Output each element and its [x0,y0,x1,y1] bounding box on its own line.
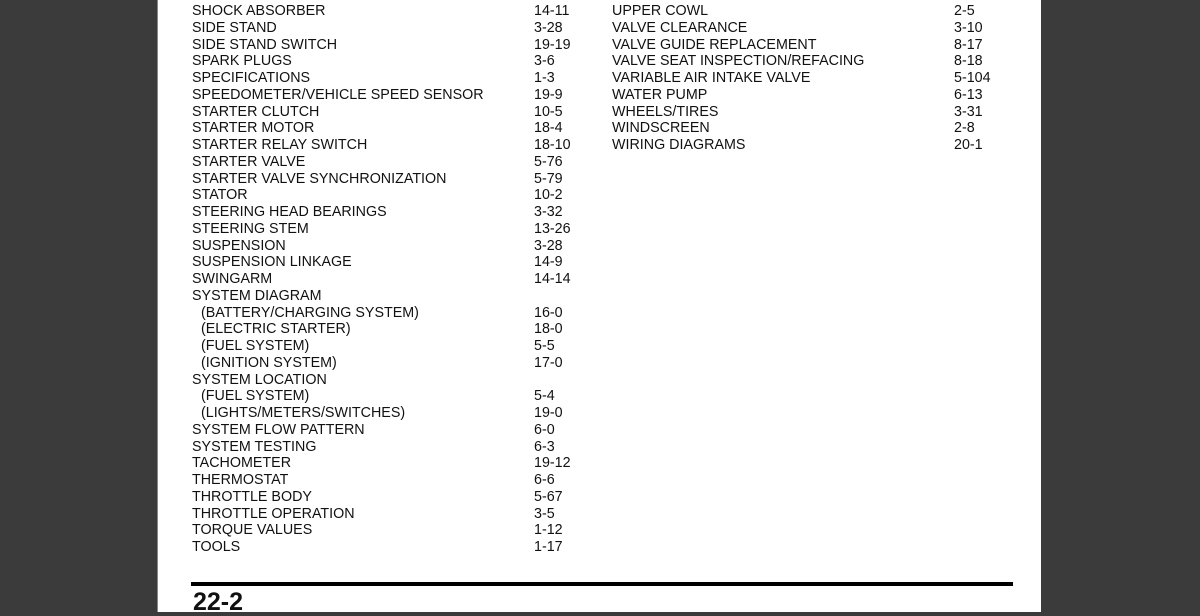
entry-page: 3-10 [954,19,983,36]
entry-title: SHOCK ABSORBER [192,3,326,19]
entry-title: WINDSCREEN [612,120,710,137]
entry-page: 1-12 [534,522,563,539]
entry-title: (ELECTRIC STARTER) [201,321,351,338]
entry-page: 1-17 [534,539,563,555]
entry-title: SYSTEM FLOW PATTERN [192,421,365,438]
entry-page: 13-26 [534,220,571,237]
entry-title: WIRING DIAGRAMS [612,137,746,153]
entry-page: 3-5 [534,505,555,522]
entry-title: SYSTEM LOCATION [192,371,327,388]
entry-title: SUSPENSION LINKAGE [192,254,352,271]
entry-page: 5-5 [534,338,555,354]
entry-title: SUSPENSION [192,237,286,254]
entry-title: SIDE STAND [192,19,277,36]
entry-page: 18-0 [534,321,563,338]
entry-page: 18-10 [534,137,571,153]
entry-page: 6-6 [534,472,555,488]
entry-title: (FUEL SYSTEM) [201,388,310,405]
entry-title: STARTER MOTOR [192,120,315,137]
entry-title: THERMOSTAT [192,472,289,488]
entry-page: 6-3 [534,438,555,455]
entry-title: VARIABLE AIR INTAKE VALVE [612,70,811,86]
entry-title: THROTTLE BODY [192,488,312,505]
entry-page: 1-3 [534,70,555,86]
entry-page: 3-6 [534,53,555,70]
entry-page: 5-79 [534,170,563,187]
entry-page: 19-9 [534,86,563,103]
entry-page: 19-19 [534,36,571,53]
entry-page: 14-9 [534,254,563,271]
entry-page: 20-1 [954,137,983,153]
entry-title: SIDE STAND SWITCH [192,36,338,53]
entry-page: 19-0 [534,405,563,421]
entry-page: 2-8 [954,120,975,137]
entry-page: 14-11 [534,3,570,19]
entry-title: THROTTLE OPERATION [192,505,355,522]
entry-title: SPECIFICATIONS [192,70,311,86]
entry-title: SYSTEM DIAGRAM [192,287,322,304]
entry-page: 2-5 [954,3,975,19]
entry-page: 8-17 [954,36,983,53]
entry-title: TACHOMETER [192,455,292,472]
entry-title: WATER PUMP [612,86,708,103]
entry-page: 6-0 [534,421,555,438]
document-page: SHOCK ABSORBER 14-11 SIDE STAND 3-28 SIDE ST… [157,0,1041,616]
entry-title: STARTER VALVE SYNCHRONIZATION [192,170,447,187]
entry-page: 17-0 [534,354,563,371]
entry-title: SPEEDOMETER/VEHICLE SPEED SENSOR [192,86,484,103]
entry-title: STARTER RELAY SWITCH [192,137,368,153]
entry-title: (IGNITION SYSTEM) [201,354,337,371]
entry-page: 5-4 [534,388,555,405]
entry-title: STEERING STEM [192,220,309,237]
entry-page: 3-28 [534,237,563,254]
entry-title: STATOR [192,187,248,204]
entry-page: 5-76 [534,153,563,170]
entry-page: 14-14 [534,271,571,287]
entry-page: 3-28 [534,19,563,36]
entry-title: VALVE GUIDE REPLACEMENT [612,36,817,53]
page-number: 22-2 [193,588,244,616]
entry-page: 5-104 [954,70,991,86]
entry-title: STARTER CLUTCH [192,103,320,120]
entry-title: (LIGHTS/METERS/SWITCHES) [201,405,406,421]
entry-page: 10-2 [534,187,563,204]
entry-page: 3-32 [534,204,563,220]
entry-title: STEERING HEAD BEARINGS [192,204,387,220]
footer-rule [191,582,1013,586]
entry-title: SYSTEM TESTING [192,438,317,455]
entry-page: 16-0 [534,304,563,321]
entry-page: 18-4 [534,120,563,137]
entry-title: STARTER VALVE [192,153,306,170]
entry-title: (BATTERY/CHARGING SYSTEM) [201,304,419,321]
entry-page: 10-5 [534,103,563,120]
entry-page: 6-13 [954,86,983,103]
entry-title: VALVE SEAT INSPECTION/REFACING [612,53,865,70]
entry-title: UPPER COWL [612,3,709,19]
entry-page: 19-12 [534,455,571,472]
entry-page: 5-67 [534,488,563,505]
entry-title: TORQUE VALUES [192,522,313,539]
entry-page: 8-18 [954,53,983,70]
entry-title: WHEELS/TIRES [612,103,719,120]
entry-title: (FUEL SYSTEM) [201,338,310,354]
entry-title: SPARK PLUGS [192,53,292,70]
entry-page: 3-31 [954,103,983,120]
entry-title: VALVE CLEARANCE [612,19,748,36]
entry-title: SWINGARM [192,271,273,287]
entry-title: TOOLS [192,539,241,555]
